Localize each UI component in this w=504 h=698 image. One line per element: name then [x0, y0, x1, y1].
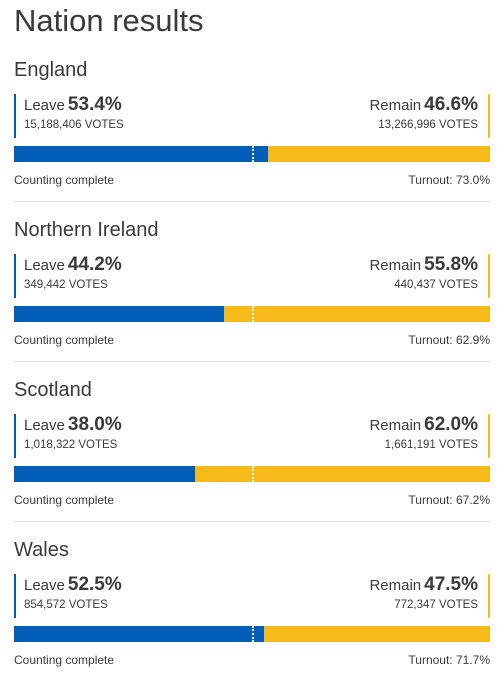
- page-title: Nation results: [14, 3, 204, 38]
- leave-bar-fill: [14, 306, 225, 322]
- remain-label: Remain: [369, 417, 422, 434]
- remain-votes: 440,437 VOTES: [394, 279, 478, 291]
- remain-votes: 1,661,191 VOTES: [384, 439, 478, 451]
- leave-percentage: 44.2%: [67, 254, 122, 275]
- remain-result: Remain 47.5% 772,347 VOTES: [369, 574, 490, 618]
- result-bar: [14, 306, 490, 322]
- remain-percentage: 55.8%: [424, 254, 478, 275]
- leave-votes: 854,572 VOTES: [24, 599, 108, 611]
- leave-label: Leave: [24, 577, 65, 594]
- leave-percentage: 38.0%: [67, 414, 122, 435]
- leave-result: Leave 53.4% 15,188,406 VOTES: [14, 94, 124, 138]
- divider: [14, 201, 490, 202]
- turnout: Turnout: 62.9%: [408, 333, 490, 347]
- remain-votes: 13,266,996 VOTES: [378, 119, 478, 131]
- remain-result: Remain 46.6% 13,266,996 VOTES: [369, 94, 490, 138]
- turnout: Turnout: 73.0%: [408, 173, 490, 187]
- result-bar: [14, 626, 490, 642]
- majority-line: [252, 146, 254, 162]
- leave-votes: 349,442 VOTES: [24, 279, 108, 291]
- nation-name: England: [14, 59, 88, 81]
- nation-name: Wales: [14, 539, 69, 561]
- nation-card-wales: Wales Leave 52.5% 854,572 VOTES Remain 47.…: [14, 538, 490, 698]
- remain-percentage: 62.0%: [424, 414, 478, 435]
- leave-bar-fill: [14, 626, 264, 642]
- majority-line: [252, 306, 254, 322]
- remain-label: Remain: [369, 97, 422, 114]
- counting-status: Counting complete: [14, 653, 115, 667]
- result-bar: [14, 146, 490, 162]
- result-bar: [14, 466, 490, 482]
- leave-votes: 15,188,406 VOTES: [24, 119, 124, 131]
- counting-status: Counting complete: [14, 493, 115, 507]
- majority-line: [252, 466, 254, 482]
- leave-label: Leave: [24, 417, 65, 434]
- turnout: Turnout: 71.7%: [408, 653, 490, 667]
- majority-line: [252, 626, 254, 642]
- remain-percentage: 47.5%: [424, 574, 478, 595]
- leave-votes: 1,018,322 VOTES: [24, 439, 118, 451]
- counting-status: Counting complete: [14, 333, 115, 347]
- leave-bar-fill: [14, 146, 269, 162]
- leave-percentage: 52.5%: [67, 574, 122, 595]
- remain-result: Remain 55.8% 440,437 VOTES: [369, 254, 490, 298]
- leave-bar-fill: [14, 466, 195, 482]
- leave-label: Leave: [24, 97, 65, 114]
- leave-result: Leave 52.5% 854,572 VOTES: [14, 574, 122, 618]
- leave-percentage: 53.4%: [67, 94, 122, 115]
- remain-label: Remain: [369, 577, 422, 594]
- nation-name: Scotland: [14, 379, 92, 401]
- leave-result: Leave 44.2% 349,442 VOTES: [14, 254, 122, 298]
- remain-percentage: 46.6%: [424, 94, 478, 115]
- remain-label: Remain: [369, 257, 422, 274]
- counting-status: Counting complete: [14, 173, 115, 187]
- remain-votes: 772,347 VOTES: [394, 599, 478, 611]
- divider: [14, 361, 490, 362]
- nation-card-england: England Leave 53.4% 15,188,406 VOTES Rema…: [14, 58, 490, 218]
- turnout: Turnout: 67.2%: [408, 493, 490, 507]
- divider: [14, 521, 490, 522]
- nation-card-scotland: Scotland Leave 38.0% 1,018,322 VOTES Rema…: [14, 378, 490, 538]
- nation-card-northern-ireland: Northern Ireland Leave 44.2% 349,442 VOTE…: [14, 218, 490, 378]
- nation-name: Northern Ireland: [14, 219, 159, 241]
- leave-label: Leave: [24, 257, 65, 274]
- leave-result: Leave 38.0% 1,018,322 VOTES: [14, 414, 122, 458]
- remain-result: Remain 62.0% 1,661,191 VOTES: [369, 414, 490, 458]
